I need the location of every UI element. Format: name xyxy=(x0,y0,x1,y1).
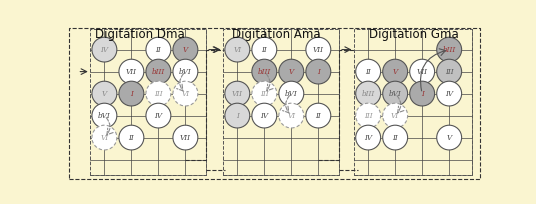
Ellipse shape xyxy=(410,59,435,84)
Ellipse shape xyxy=(437,37,461,62)
Text: VII: VII xyxy=(416,68,428,76)
Ellipse shape xyxy=(173,59,198,84)
Text: bIII: bIII xyxy=(258,68,271,76)
Text: II: II xyxy=(366,68,371,76)
Text: VI: VI xyxy=(100,134,108,142)
Ellipse shape xyxy=(146,59,171,84)
Ellipse shape xyxy=(252,59,277,84)
Text: I: I xyxy=(236,112,239,120)
Ellipse shape xyxy=(146,103,171,128)
Text: III: III xyxy=(260,90,269,98)
Text: bIII: bIII xyxy=(152,68,165,76)
Ellipse shape xyxy=(146,37,171,62)
Ellipse shape xyxy=(306,37,331,62)
FancyArrowPatch shape xyxy=(421,49,445,91)
Text: III: III xyxy=(154,90,163,98)
Ellipse shape xyxy=(437,81,461,106)
Text: IV: IV xyxy=(154,112,162,120)
Ellipse shape xyxy=(383,125,408,150)
Ellipse shape xyxy=(252,37,277,62)
Ellipse shape xyxy=(279,103,304,128)
Text: II: II xyxy=(129,134,134,142)
Text: bVI: bVI xyxy=(179,68,192,76)
Text: II: II xyxy=(316,112,321,120)
Text: III: III xyxy=(445,68,453,76)
Ellipse shape xyxy=(146,81,171,106)
Text: V: V xyxy=(102,90,107,98)
Text: VI: VI xyxy=(233,46,241,54)
Ellipse shape xyxy=(92,37,117,62)
Ellipse shape xyxy=(119,125,144,150)
Text: V: V xyxy=(446,134,452,142)
Ellipse shape xyxy=(356,59,381,84)
Ellipse shape xyxy=(119,81,144,106)
Ellipse shape xyxy=(225,103,250,128)
Text: bIII: bIII xyxy=(443,46,456,54)
Text: Digitation Dma: Digitation Dma xyxy=(95,28,184,41)
Ellipse shape xyxy=(383,59,408,84)
Text: Digitation Gma: Digitation Gma xyxy=(369,28,459,41)
Text: I: I xyxy=(317,68,320,76)
Ellipse shape xyxy=(252,103,277,128)
Ellipse shape xyxy=(173,81,198,106)
Text: Digitation Ama: Digitation Ama xyxy=(233,28,321,41)
Text: IV: IV xyxy=(364,134,372,142)
Text: VII: VII xyxy=(180,134,191,142)
Ellipse shape xyxy=(383,103,408,128)
FancyArrowPatch shape xyxy=(282,96,289,113)
Text: II: II xyxy=(155,46,161,54)
FancyArrowPatch shape xyxy=(177,74,183,91)
Ellipse shape xyxy=(279,59,304,84)
Ellipse shape xyxy=(119,59,144,84)
Text: V: V xyxy=(392,68,398,76)
Text: bVI: bVI xyxy=(285,90,297,98)
Text: bIII: bIII xyxy=(362,90,375,98)
Ellipse shape xyxy=(225,37,250,62)
Text: VI: VI xyxy=(287,112,295,120)
Text: VII: VII xyxy=(232,90,243,98)
Text: VI: VI xyxy=(181,90,189,98)
Ellipse shape xyxy=(306,59,331,84)
Text: V: V xyxy=(183,46,188,54)
Text: IV: IV xyxy=(445,90,453,98)
Text: VII: VII xyxy=(126,68,137,76)
FancyArrowPatch shape xyxy=(106,118,113,135)
Ellipse shape xyxy=(173,125,198,150)
Ellipse shape xyxy=(437,59,461,84)
Ellipse shape xyxy=(356,81,381,106)
Ellipse shape xyxy=(92,103,117,128)
Text: bVI: bVI xyxy=(389,90,401,98)
Text: I: I xyxy=(421,90,423,98)
Text: I: I xyxy=(130,90,133,98)
Ellipse shape xyxy=(437,125,461,150)
Ellipse shape xyxy=(279,81,304,106)
Ellipse shape xyxy=(410,81,435,106)
Ellipse shape xyxy=(225,81,250,106)
Ellipse shape xyxy=(252,81,277,106)
Ellipse shape xyxy=(356,125,381,150)
Ellipse shape xyxy=(383,81,408,106)
Ellipse shape xyxy=(356,103,381,128)
Text: VI: VI xyxy=(391,112,399,120)
Text: IV: IV xyxy=(100,46,108,54)
Text: II: II xyxy=(262,46,267,54)
Text: bVI: bVI xyxy=(98,112,111,120)
Text: II: II xyxy=(392,134,398,142)
Text: VII: VII xyxy=(313,46,324,54)
Ellipse shape xyxy=(173,37,198,62)
Text: V: V xyxy=(289,68,294,76)
FancyArrowPatch shape xyxy=(266,74,273,91)
Ellipse shape xyxy=(306,103,331,128)
Text: IV: IV xyxy=(260,112,269,120)
Ellipse shape xyxy=(92,125,117,150)
Ellipse shape xyxy=(92,81,117,106)
Text: III: III xyxy=(364,112,373,120)
FancyArrowPatch shape xyxy=(397,96,404,113)
